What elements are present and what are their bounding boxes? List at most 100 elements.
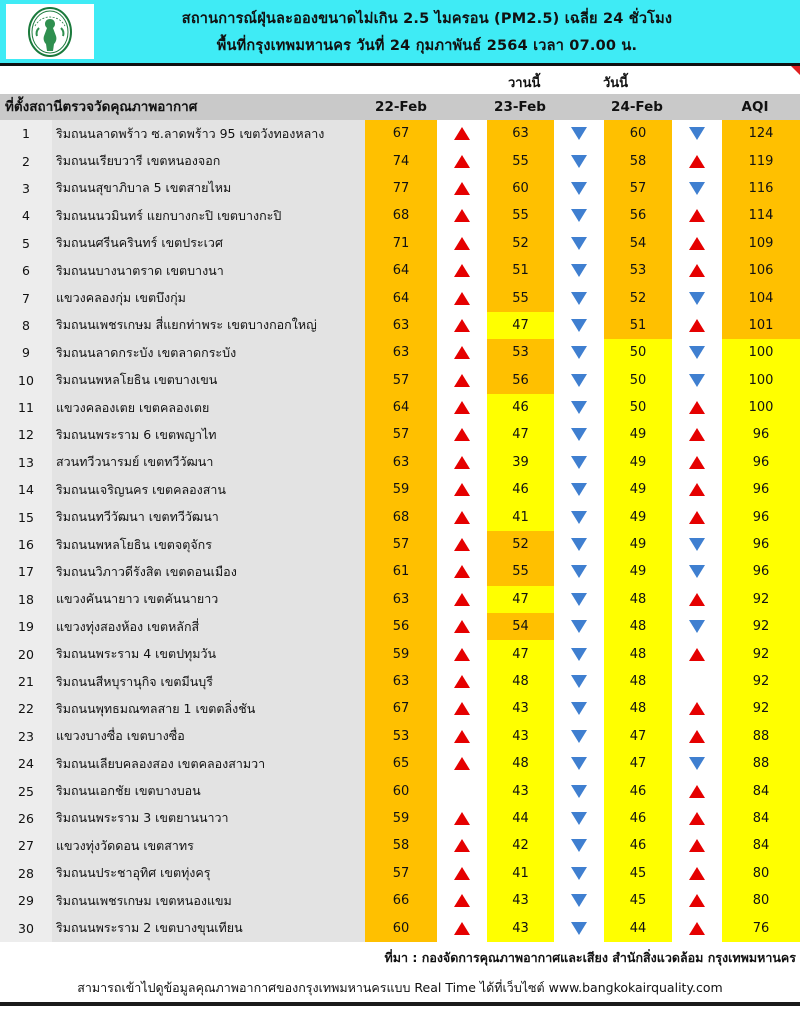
trend-a3-cell [672, 804, 722, 833]
arrow-up-icon [689, 154, 705, 168]
value-d1: 64 [365, 284, 437, 312]
value-d3: 46 [604, 804, 672, 833]
trend-a2-cell [554, 202, 604, 230]
value-d3: 49 [604, 558, 672, 586]
trend-a2-cell [554, 667, 604, 696]
station-name: ริมถนนเลียบคลองสอง เขตคลองสามวา [56, 755, 266, 771]
arrow-up-icon [454, 318, 470, 332]
station-name: ริมถนนพระราม 3 เขตยานนาวา [56, 810, 229, 826]
table-row: 12 ริมถนนพระราม 6 เขตพญาไท 57 47 49 96 [0, 421, 800, 449]
arrow-up-icon [454, 675, 470, 688]
value-aqi: 124 [722, 120, 800, 148]
value-d1: 59 [365, 640, 437, 668]
arrow-up-icon [454, 264, 470, 278]
trend-a3-cell [672, 640, 722, 668]
table-row: 1 ริมถนนลาดพร้าว ซ.ลาดพร้าว 95 เขตวังทองห… [0, 120, 800, 148]
trend-a3-cell [672, 448, 722, 477]
value-d3: 49 [604, 476, 672, 504]
arrow-up-icon [454, 428, 470, 442]
footer-source: ที่มา : กองจัดการคุณภาพอากาศและเสียง สำน… [384, 949, 796, 965]
row-index: 24 [0, 749, 52, 778]
station-name: ริมถนนสุขาภิบาล 5 เขตสายไหม [56, 180, 232, 196]
arrow-up-icon [454, 866, 470, 880]
trend-a3-cell [672, 749, 722, 778]
value-d2: 55 [487, 284, 554, 312]
row-index: 9 [0, 339, 52, 367]
value-d2: 42 [487, 832, 554, 860]
arrow-up-icon [454, 839, 470, 853]
station-name: ริมถนนพระราม 4 เขตปทุมวัน [56, 646, 217, 662]
arrow-up-icon [454, 702, 470, 716]
value-d1: 58 [365, 832, 437, 860]
value-aqi: 84 [722, 777, 800, 805]
value-d3: 49 [604, 448, 672, 477]
arrow-down-icon [571, 483, 587, 497]
table-row: 20 ริมถนนพระราม 4 เขตปทุมวัน 59 47 48 92 [0, 640, 800, 668]
arrow-up-icon [454, 401, 470, 415]
report-title-line2: พื้นที่กรุงเทพมหานคร วันที่ 24 กุมภาพันธ… [216, 37, 638, 54]
arrow-down-icon [689, 565, 705, 579]
trend-a1-cell [437, 393, 487, 422]
measurement-table-body: 1 ริมถนนลาดพร้าว ซ.ลาดพร้าว 95 เขตวังทองห… [0, 120, 800, 942]
row-index: 8 [0, 311, 52, 340]
value-aqi: 80 [722, 886, 800, 915]
value-d3: 60 [604, 120, 672, 148]
trend-a3-cell [672, 667, 722, 696]
value-aqi: 116 [722, 174, 800, 203]
arrow-up-icon [454, 236, 470, 250]
row-index: 5 [0, 229, 52, 257]
value-d3: 49 [604, 421, 672, 449]
table-row: 5 ริมถนนศรีนครินทร์ เขตประเวศ 71 52 54 109 [0, 229, 800, 257]
trend-a2-cell [554, 366, 604, 394]
value-d2: 63 [487, 120, 554, 148]
arrow-down-icon [571, 236, 587, 250]
trend-a2-cell [554, 256, 604, 285]
row-index: 4 [0, 202, 52, 230]
value-d2: 47 [487, 585, 554, 614]
station-name: ริมถนนลาดกระบัง เขตลาดกระบัง [56, 344, 237, 360]
value-aqi: 92 [722, 667, 800, 696]
arrow-up-icon [689, 428, 705, 442]
value-d1: 63 [365, 667, 437, 696]
value-d3: 45 [604, 859, 672, 887]
value-d2: 43 [487, 914, 554, 942]
value-d1: 64 [365, 256, 437, 285]
trend-a2-cell [554, 530, 604, 559]
station-name: ริมถนนพระราม 2 เขตบางขุนเทียน [56, 920, 243, 936]
trend-a1-cell [437, 120, 487, 148]
table-row: 2 ริมถนนเรียบวารี เขตหนองจอก 74 55 58 119 [0, 147, 800, 175]
value-d2: 39 [487, 448, 554, 477]
trend-a3-cell [672, 832, 722, 860]
value-d1: 67 [365, 120, 437, 148]
trend-a1-cell [437, 421, 487, 449]
value-aqi: 92 [722, 640, 800, 668]
trend-a1-cell [437, 613, 487, 641]
footer-note: สามารถเข้าไปดูข้อมูลคุณภาพอากาศของกรุงเท… [77, 979, 723, 995]
value-d1: 57 [365, 530, 437, 559]
arrow-down-icon [571, 894, 587, 908]
trend-a1-cell [437, 749, 487, 778]
table-row: 10 ริมถนนพหลโยธิน เขตบางเขน 57 56 50 100 [0, 366, 800, 394]
trend-a2-cell [554, 229, 604, 257]
arrow-up-icon [454, 647, 470, 661]
trend-a2-cell [554, 695, 604, 723]
value-d3: 48 [604, 667, 672, 696]
trend-a3-cell [672, 284, 722, 312]
row-index: 10 [0, 366, 52, 394]
arrow-down-icon [571, 702, 587, 716]
arrow-up-icon [454, 373, 470, 387]
value-aqi: 104 [722, 284, 800, 312]
arrow-down-icon [571, 839, 587, 853]
trend-a1-cell [437, 229, 487, 257]
value-d3: 48 [604, 613, 672, 641]
value-d2: 43 [487, 777, 554, 805]
value-d1: 57 [365, 366, 437, 394]
arrow-down-icon [571, 154, 587, 168]
row-index: 30 [0, 914, 52, 942]
arrow-up-icon [454, 894, 470, 908]
trend-a3-cell [672, 530, 722, 559]
trend-a3-cell [672, 914, 722, 942]
arrow-down-icon [571, 264, 587, 278]
station-name: ริมถนนทวีวัฒนา เขตทวีวัฒนา [56, 509, 219, 525]
value-d1: 57 [365, 421, 437, 449]
